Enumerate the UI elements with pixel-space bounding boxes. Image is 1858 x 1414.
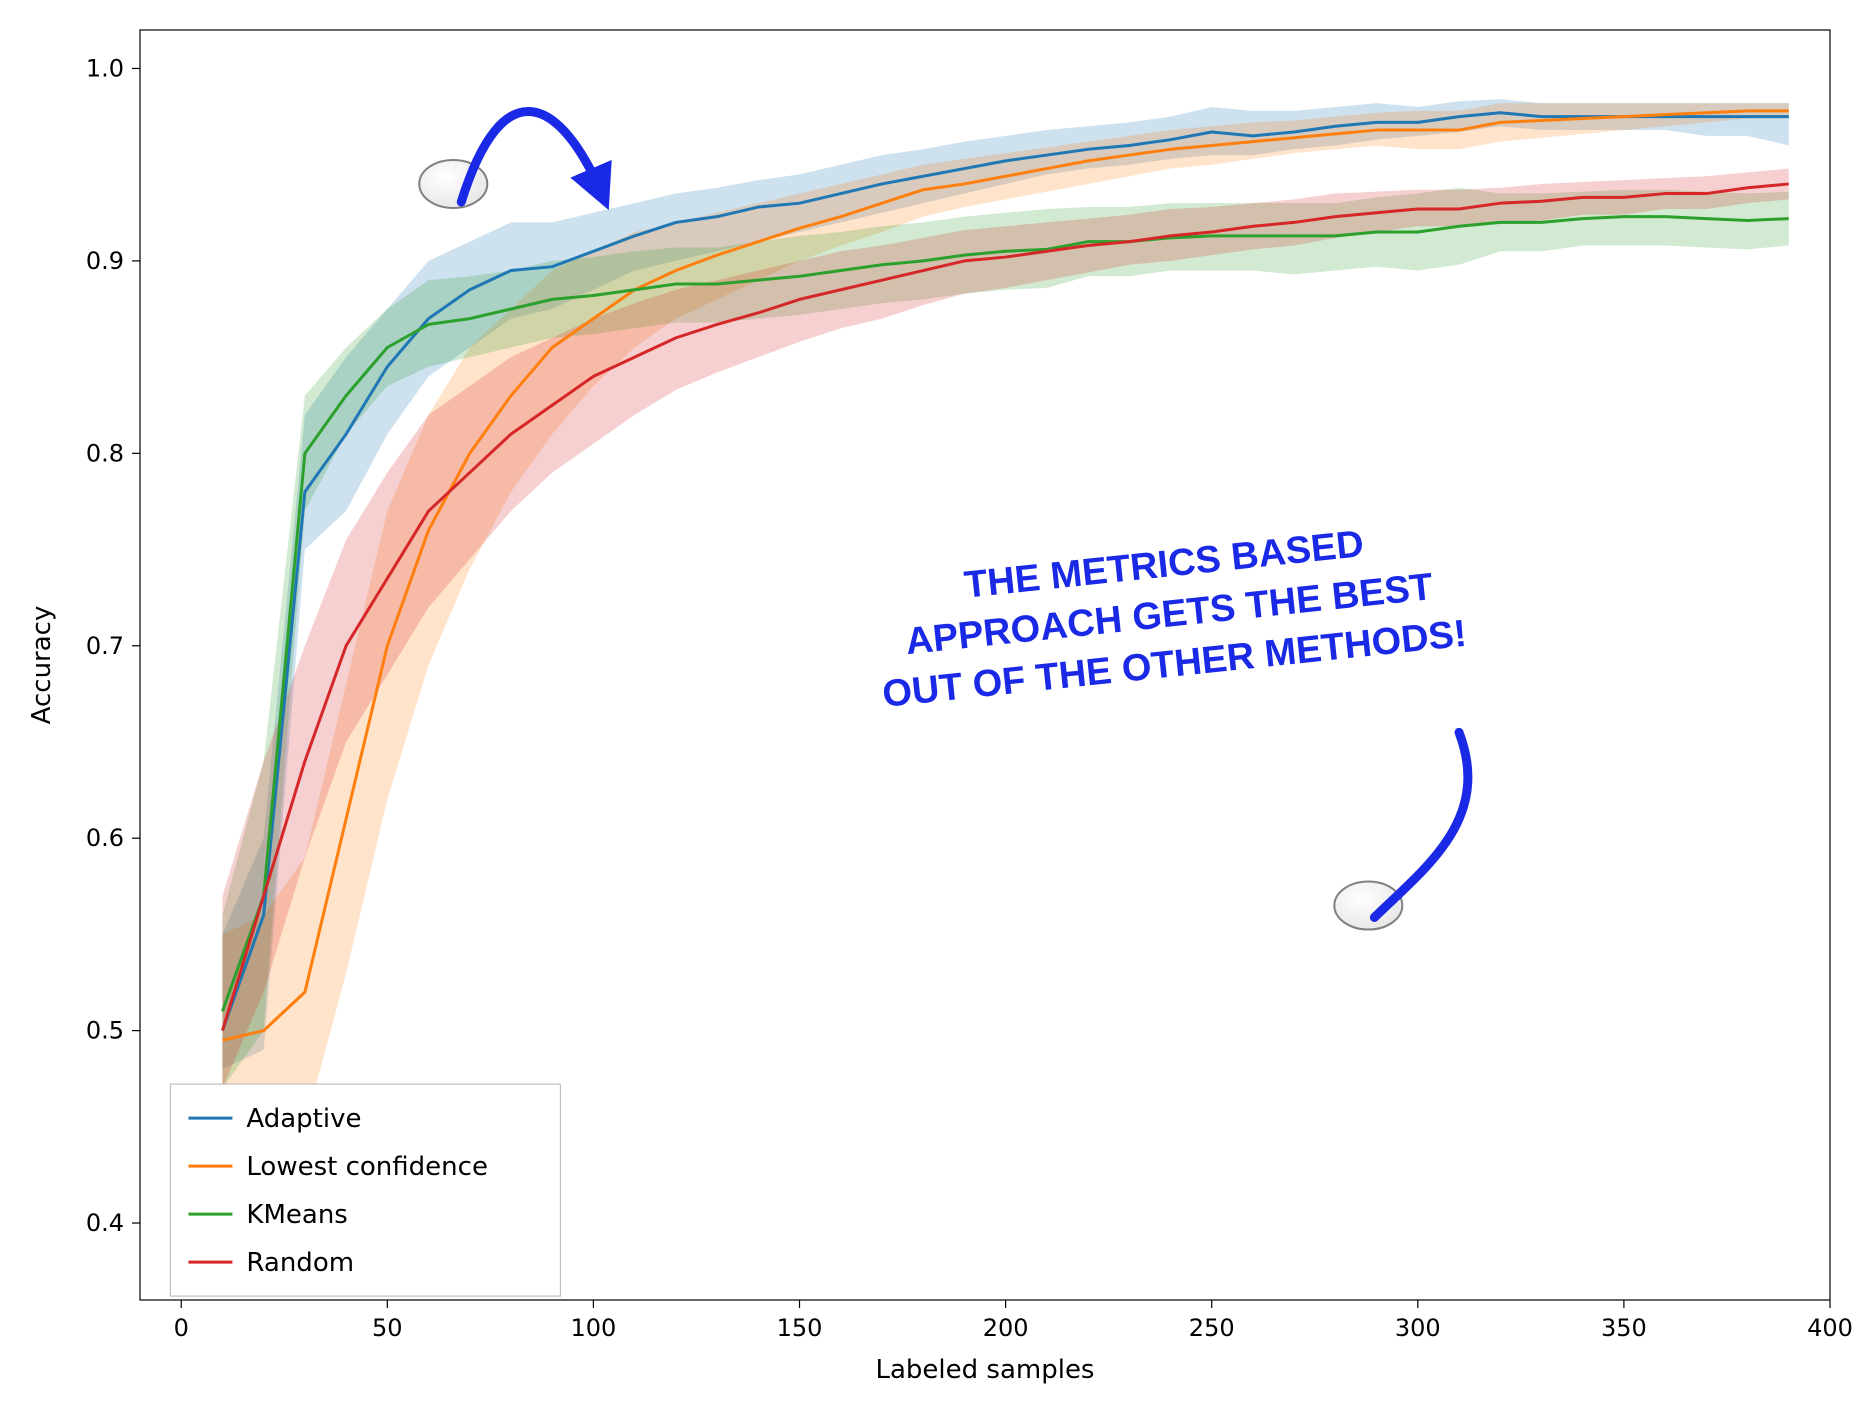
x-tick-label: 150	[777, 1314, 823, 1342]
x-tick-label: 350	[1601, 1314, 1647, 1342]
legend-label: Adaptive	[246, 1104, 361, 1134]
y-tick-label: 0.9	[86, 247, 124, 275]
legend-label: Random	[246, 1248, 354, 1278]
x-tick-label: 250	[1189, 1314, 1235, 1342]
legend-label: Lowest confidence	[246, 1152, 488, 1182]
x-tick-label: 200	[983, 1314, 1029, 1342]
y-axis-label: Accuracy	[27, 606, 57, 725]
y-tick-label: 0.5	[86, 1017, 124, 1045]
chart-svg: 0 50 100 150 200 250 300 350 400 0.4 0.5 0.6 0.7 0.8 0…	[0, 0, 1858, 1414]
legend-box	[170, 1084, 560, 1296]
legend-label: KMeans	[246, 1200, 347, 1230]
y-tick-label: 0.4	[86, 1209, 124, 1237]
y-tick-label: 0.8	[86, 439, 124, 467]
x-tick-label: 0	[174, 1314, 189, 1342]
chart-container: 0 50 100 150 200 250 300 350 400 0.4 0.5 0.6 0.7 0.8 0…	[0, 0, 1858, 1414]
y-tick-label: 0.6	[86, 824, 124, 852]
y-tick-label: 1.0	[86, 54, 124, 82]
y-tick-label: 0.7	[86, 632, 124, 660]
x-tick-label: 300	[1395, 1314, 1441, 1342]
x-tick-label: 100	[571, 1314, 617, 1342]
x-tick-label: 50	[372, 1314, 403, 1342]
x-axis-label: Labeled samples	[876, 1355, 1095, 1385]
x-tick-label: 400	[1807, 1314, 1853, 1342]
